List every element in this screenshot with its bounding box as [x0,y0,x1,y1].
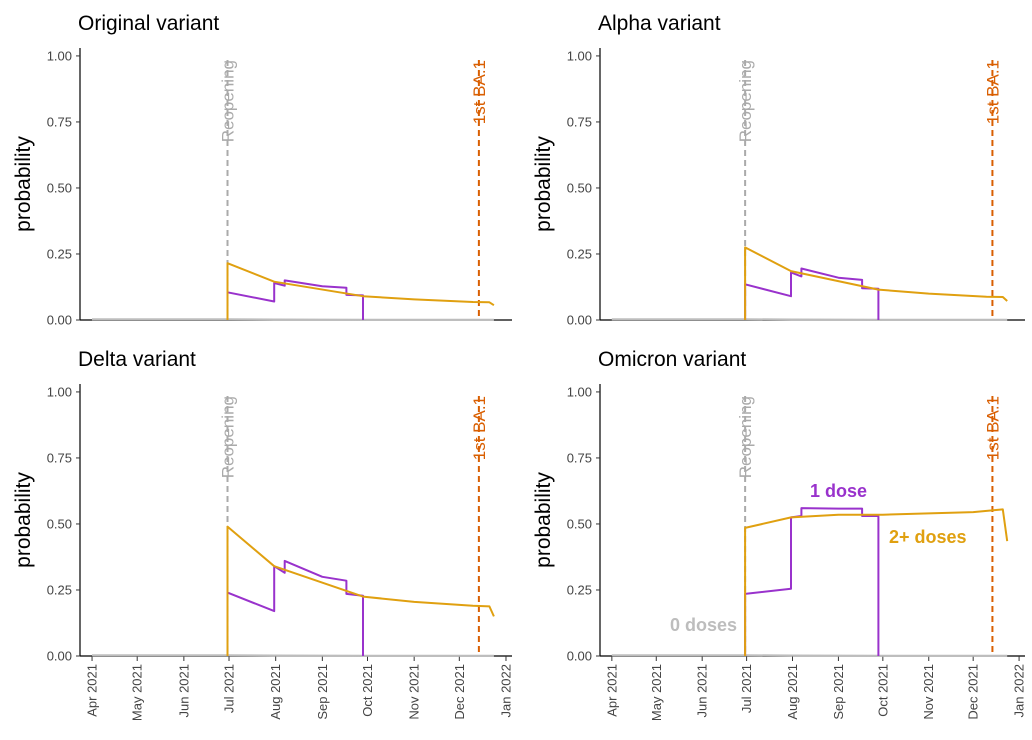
series-line-zero-doses [92,654,494,657]
label-1-dose: 1 dose [810,481,867,501]
series-line-two-plus-doses [226,525,495,656]
panel-title: Alpha variant [598,12,721,35]
y-tick-label: 1.00 [567,48,592,63]
panel-title: Delta variant [78,348,196,371]
x-tick-label: Dec 2021 [966,664,981,720]
reopening-label: Reopening [736,396,755,478]
panel-2: Alpha variant 0.00 0.25 0.50 0.75 1.00 probabi… [532,12,1025,328]
y-tick-label: 0.75 [47,114,72,129]
x-tick-label: Jun 2021 [695,664,710,718]
panel-title: Original variant [78,12,219,35]
reopening-label: Reopening [219,396,238,478]
series-line-two-plus-doses [226,262,495,320]
x-tick-label: Oct 2021 [360,664,375,717]
y-tick-label: 0.25 [567,246,592,261]
y-tick-label: 0.00 [47,313,72,328]
ba1-label: 1st BA.1 [470,60,489,124]
series-line-two-plus-doses [744,508,1009,656]
ba1-label: 1st BA.1 [983,60,1002,124]
x-tick-label: Jun 2021 [176,664,191,718]
y-tick-label: 0.75 [567,450,592,465]
y-tick-label: 0.25 [47,246,72,261]
y-tick-label: 0.50 [567,516,592,531]
panel-1: Original variant 0.00 0.25 0.50 0.75 1.00 prob… [12,12,512,328]
y-axis-label: probability [532,136,555,232]
panel-4: Omicron variant 0.00 0.25 0.50 0.75 1.00 proba… [532,348,1027,721]
y-tick-label: 0.00 [567,313,592,328]
x-tick-label: Apr 2021 [85,664,100,717]
series-line-zero-doses [611,654,1008,657]
y-tick-label: 0.25 [567,582,592,597]
series-line-zero-doses [92,318,494,321]
x-tick-label: Apr 2021 [604,664,619,717]
panel-title: Omicron variant [598,348,746,371]
label-0-doses: 0 doses [670,615,737,635]
series-line-one-dose [744,267,880,320]
y-tick-label: 0.00 [47,649,72,664]
y-tick-label: 1.00 [47,384,72,399]
x-tick-label: Dec 2021 [452,664,467,720]
x-tick-label: Sep 2021 [831,664,846,720]
y-tick-label: 1.00 [47,48,72,63]
y-tick-label: 0.75 [567,114,592,129]
label-2plus-doses: 2+ doses [889,527,967,547]
y-tick-label: 0.25 [47,582,72,597]
x-tick-label: May 2021 [130,664,145,721]
x-tick-label: Aug 2021 [268,664,283,720]
series-line-zero-doses [611,318,1008,321]
y-tick-label: 0.50 [47,516,72,531]
series-line-one-dose [226,279,364,320]
x-tick-label: Nov 2021 [921,664,936,720]
reopening-label: Reopening [219,60,238,142]
reopening-label: Reopening [736,60,755,142]
x-tick-label: Aug 2021 [785,664,800,720]
y-axis-label: probability [12,136,35,232]
x-tick-label: Nov 2021 [407,664,422,720]
y-tick-label: 0.00 [567,649,592,664]
x-tick-label: Jan 2022 [498,664,513,718]
x-tick-label: Jan 2022 [1012,664,1027,718]
x-tick-label: Jul 2021 [222,664,237,713]
series-line-one-dose [744,507,880,656]
y-axis-label: probability [12,472,35,568]
y-tick-label: 1.00 [567,384,592,399]
x-tick-label: Sep 2021 [315,664,330,720]
y-tick-label: 0.50 [567,180,592,195]
y-tick-label: 0.75 [47,450,72,465]
x-tick-label: May 2021 [649,664,664,721]
ba1-label: 1st BA.1 [983,396,1002,460]
series-line-one-dose [226,559,364,656]
y-axis-label: probability [532,472,555,568]
x-tick-label: Jul 2021 [739,664,754,713]
ba1-label: 1st BA.1 [470,396,489,460]
y-tick-label: 0.50 [47,180,72,195]
x-tick-label: Oct 2021 [875,664,890,717]
series-line-two-plus-doses [744,246,1008,320]
panel-3: Delta variant 0.00 0.25 0.50 0.75 1.00 probabi… [12,348,513,721]
